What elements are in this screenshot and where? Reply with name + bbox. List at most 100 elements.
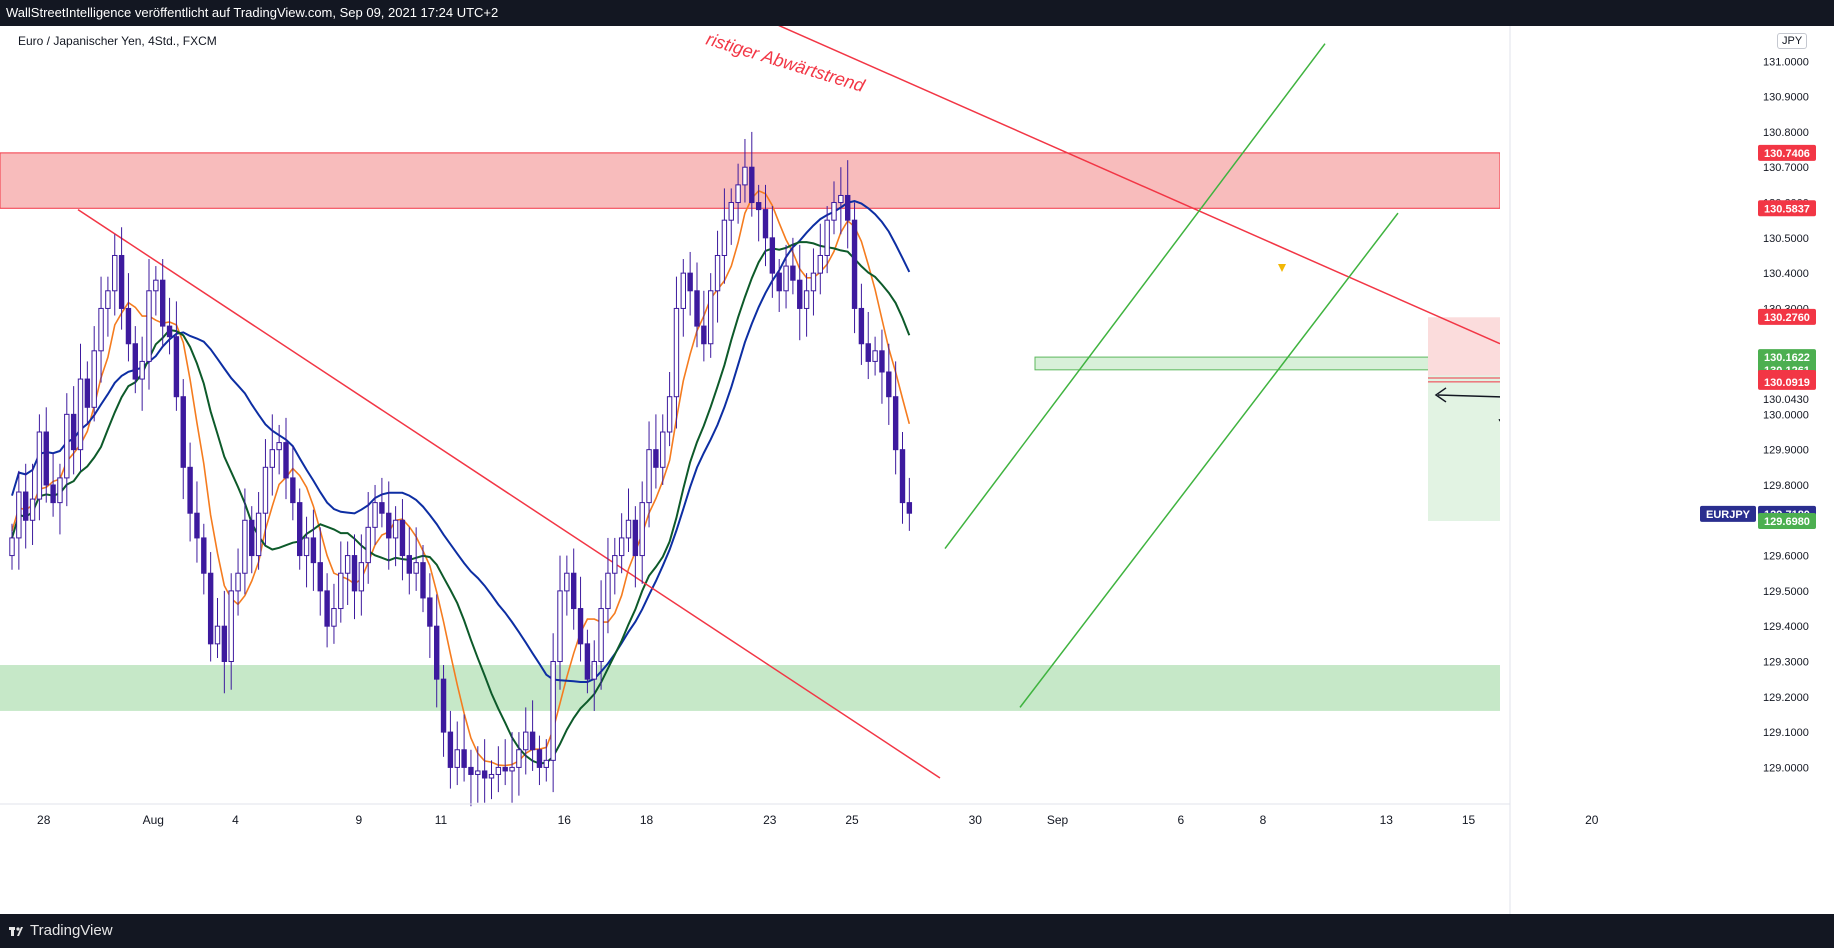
candle-body [776, 272, 782, 292]
candle-body [845, 194, 851, 221]
y-tick-label: 129.4000 [1763, 621, 1809, 633]
y-tick-label: 129.3000 [1763, 656, 1809, 668]
candle-body [160, 279, 166, 327]
candle-body [166, 325, 173, 338]
downtrend-line-upper [719, 0, 1501, 345]
candle-body [708, 290, 714, 345]
chart-area[interactable]: ristiger AbwärtstrendShorteinstieg mögli… [0, 0, 1834, 914]
candle-body [173, 336, 180, 398]
candle-body [9, 537, 15, 557]
candle-body [673, 307, 680, 398]
candle-body [666, 396, 673, 433]
footer-brand: TradingView [30, 922, 113, 939]
currency-button[interactable]: JPY [1777, 33, 1808, 49]
candle-body [755, 202, 762, 211]
candle-body [392, 519, 399, 539]
candle-body [91, 350, 97, 408]
candle-body [660, 431, 666, 468]
candle-body [797, 279, 803, 309]
candle-body [324, 590, 330, 627]
symbol-title: Euro / Japanischer Yen, 4Std., FXCM [18, 34, 217, 48]
candle-body [694, 290, 700, 327]
tradingview-logo-icon [9, 927, 23, 936]
candle-body [584, 643, 591, 680]
candle-body [420, 562, 426, 599]
x-tick-label: 18 [640, 813, 654, 827]
candle-body [892, 396, 899, 451]
candle-body [84, 378, 91, 408]
candle-body [536, 749, 543, 768]
candle-body [118, 254, 125, 309]
candle-body [481, 770, 488, 779]
candle-body [43, 431, 49, 486]
x-tick-label: 30 [969, 813, 983, 827]
candle-body [249, 519, 255, 557]
candle-body [187, 466, 193, 514]
price-tag [1758, 512, 1816, 529]
candle-body [139, 360, 145, 380]
candle-body [310, 537, 317, 564]
candle-body [714, 254, 721, 292]
y-tick-label: 130.8000 [1763, 127, 1809, 139]
x-tick-label: 16 [558, 813, 572, 827]
candle-body [125, 307, 132, 345]
y-tick-label: 130.7000 [1763, 162, 1809, 174]
ma-green-line [11, 241, 911, 765]
candle-body [495, 766, 502, 775]
candle-body [255, 512, 262, 557]
price-chart[interactable]: ristiger AbwärtstrendShorteinstieg mögli… [0, 0, 1834, 914]
candle-body [207, 572, 214, 645]
y-tick-label: 130.4000 [1763, 268, 1809, 280]
candle-body [351, 555, 358, 592]
candle-body [618, 537, 625, 557]
candle-body [228, 590, 234, 662]
candle-body [509, 766, 515, 772]
candle-body [146, 290, 152, 362]
channel-upper-line [944, 43, 1326, 549]
candle-body [899, 449, 906, 504]
candle-body [440, 678, 447, 733]
candle-body [276, 442, 282, 451]
candle-body [851, 219, 858, 309]
candle-body [180, 396, 186, 468]
candle-body [906, 502, 913, 514]
channel-lower-line [1019, 212, 1399, 708]
candle-body [77, 378, 84, 451]
candle-body [338, 572, 344, 610]
candle-body [605, 572, 611, 610]
x-tick-label: 9 [355, 813, 362, 827]
candle-body [577, 608, 584, 645]
x-tick-label: 15 [1462, 813, 1476, 827]
candle-body [838, 194, 844, 204]
price-tag-label: 130.2760 [1764, 312, 1810, 324]
x-tick-label: 11 [435, 813, 448, 827]
candle-body [461, 749, 467, 768]
candle-body [29, 498, 36, 521]
candle-body [550, 660, 556, 761]
price-tag-label: 130.1622 [1764, 352, 1810, 364]
price-tag [1758, 200, 1816, 217]
price-tag [1758, 349, 1816, 366]
zone-support-low [0, 665, 1500, 711]
candle-body [858, 307, 865, 345]
price-tag [1758, 373, 1816, 390]
y-tick-label: 129.0000 [1763, 762, 1809, 774]
y-tick-label: 130.5000 [1763, 233, 1809, 245]
candle-body [16, 491, 22, 539]
candle-body [297, 502, 303, 557]
candle-body [468, 766, 474, 775]
candle-body [64, 413, 70, 479]
candle-body [447, 731, 454, 768]
candle-body [571, 572, 577, 610]
candle-body [488, 773, 495, 779]
y-tick-label: 129.2000 [1763, 692, 1809, 704]
candle-body [728, 202, 734, 221]
price-axis [1500, 26, 1834, 914]
candle-body [701, 325, 707, 345]
symbol-tag [1700, 505, 1756, 522]
candle-body [214, 625, 221, 645]
candle-body [365, 526, 371, 564]
candle-body [632, 519, 639, 557]
candle-body [680, 272, 686, 309]
ma-blue-line [11, 200, 911, 683]
